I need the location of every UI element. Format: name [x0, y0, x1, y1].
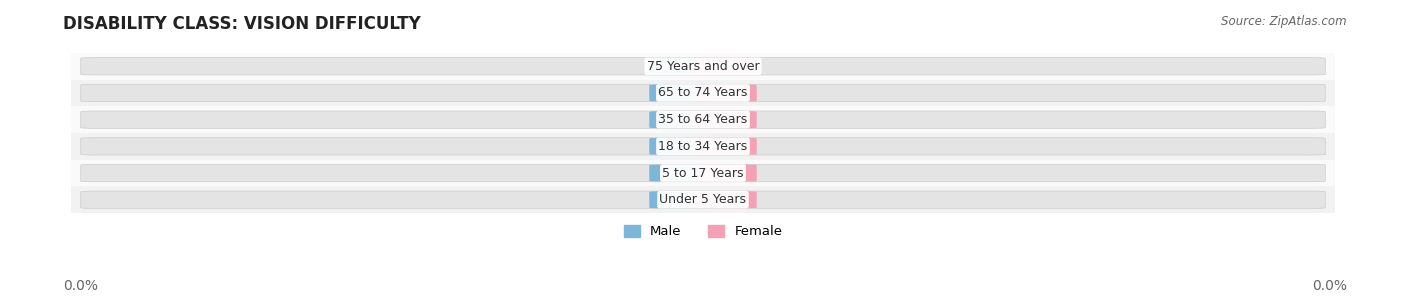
- Text: 0.0%: 0.0%: [709, 60, 741, 73]
- FancyBboxPatch shape: [693, 111, 756, 128]
- FancyBboxPatch shape: [650, 138, 713, 155]
- FancyBboxPatch shape: [650, 58, 713, 75]
- Bar: [72, 106, 1334, 133]
- Text: 65 to 74 Years: 65 to 74 Years: [658, 87, 748, 99]
- Text: 0.0%: 0.0%: [63, 279, 98, 293]
- Text: 0.0%: 0.0%: [665, 87, 697, 99]
- Text: 0.0%: 0.0%: [709, 193, 741, 206]
- Bar: [72, 160, 1334, 186]
- Text: 0.0%: 0.0%: [665, 167, 697, 180]
- Text: 0.0%: 0.0%: [709, 167, 741, 180]
- Text: 5 to 17 Years: 5 to 17 Years: [662, 167, 744, 180]
- FancyBboxPatch shape: [80, 84, 1326, 102]
- Bar: [72, 186, 1334, 213]
- Bar: [72, 53, 1334, 80]
- Text: 0.0%: 0.0%: [1312, 279, 1347, 293]
- Text: 35 to 64 Years: 35 to 64 Years: [658, 113, 748, 126]
- Text: Source: ZipAtlas.com: Source: ZipAtlas.com: [1222, 15, 1347, 28]
- FancyBboxPatch shape: [650, 84, 713, 101]
- FancyBboxPatch shape: [650, 165, 713, 181]
- FancyBboxPatch shape: [80, 164, 1326, 182]
- FancyBboxPatch shape: [650, 191, 713, 208]
- Text: DISABILITY CLASS: VISION DIFFICULTY: DISABILITY CLASS: VISION DIFFICULTY: [63, 15, 420, 33]
- Text: 0.0%: 0.0%: [665, 140, 697, 153]
- Legend: Male, Female: Male, Female: [619, 220, 787, 244]
- Text: 0.0%: 0.0%: [709, 140, 741, 153]
- FancyBboxPatch shape: [693, 165, 756, 181]
- Text: 0.0%: 0.0%: [665, 60, 697, 73]
- FancyBboxPatch shape: [80, 138, 1326, 155]
- FancyBboxPatch shape: [693, 84, 756, 101]
- Text: 0.0%: 0.0%: [665, 113, 697, 126]
- FancyBboxPatch shape: [650, 111, 713, 128]
- FancyBboxPatch shape: [80, 191, 1326, 208]
- Text: 18 to 34 Years: 18 to 34 Years: [658, 140, 748, 153]
- FancyBboxPatch shape: [693, 58, 756, 75]
- FancyBboxPatch shape: [80, 58, 1326, 75]
- Text: 0.0%: 0.0%: [665, 193, 697, 206]
- Text: 75 Years and over: 75 Years and over: [647, 60, 759, 73]
- FancyBboxPatch shape: [693, 191, 756, 208]
- Text: Under 5 Years: Under 5 Years: [659, 193, 747, 206]
- Bar: [72, 80, 1334, 106]
- Text: 0.0%: 0.0%: [709, 87, 741, 99]
- FancyBboxPatch shape: [693, 138, 756, 155]
- FancyBboxPatch shape: [80, 111, 1326, 128]
- Text: 0.0%: 0.0%: [709, 113, 741, 126]
- Bar: [72, 133, 1334, 160]
